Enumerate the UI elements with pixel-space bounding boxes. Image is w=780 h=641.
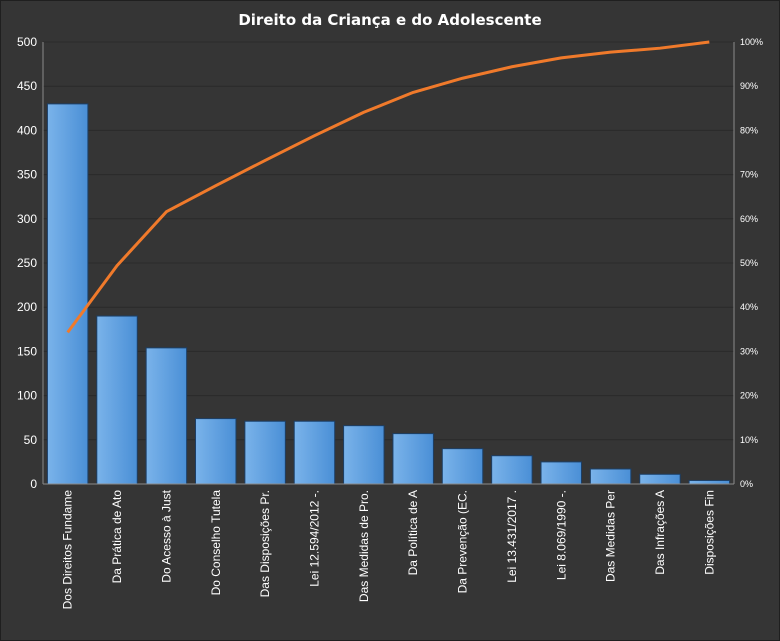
y-tick-label: 50 — [24, 433, 38, 447]
y-tick-label: 500 — [17, 35, 37, 49]
y2-tick-label: 30% — [740, 346, 758, 356]
bar — [639, 473, 681, 485]
y2-tick-label: 20% — [740, 391, 758, 401]
y2-tick-label: 70% — [740, 170, 758, 180]
y2-tick-label: 90% — [740, 81, 758, 91]
x-tick-label: Da Prevenção (EC. — [456, 490, 470, 593]
y2-tick-label: 80% — [740, 125, 758, 135]
chart-title: Direito da Criança e do Adolescente — [238, 11, 541, 29]
y2-tick-label: 100% — [740, 37, 763, 47]
y-tick-label: 150 — [17, 344, 37, 358]
bar — [392, 433, 434, 485]
cumulative-percent-line — [66, 40, 710, 334]
y-tick-label: 0 — [30, 477, 37, 491]
y-tick-label: 100 — [17, 389, 37, 403]
bar — [46, 103, 89, 485]
y2-tick-label: 60% — [740, 214, 758, 224]
x-tick-label: Das Disposições Pr. — [258, 490, 272, 597]
x-tick-label: Da Política de A — [406, 490, 420, 575]
y-tick-label: 250 — [17, 256, 37, 270]
x-tick-label: Do Acesso à Just — [159, 489, 173, 582]
x-tick-label: Do Conselho Tutela — [209, 490, 223, 596]
bar — [343, 425, 385, 485]
y-axis-ticks: 0 50 100 150 200 250 300 350 400 450 500 — [17, 35, 37, 491]
axes — [42, 42, 735, 485]
x-tick-label: Disposições Fin — [702, 490, 716, 575]
y-tick-label: 400 — [17, 123, 37, 137]
bar — [145, 347, 188, 485]
y-tick-label: 450 — [17, 79, 37, 93]
bar — [441, 448, 484, 485]
bar — [195, 418, 237, 485]
bar — [688, 479, 731, 485]
y2-tick-label: 0% — [740, 479, 753, 489]
x-tick-label: Das Medidas Per — [604, 490, 618, 582]
x-tick-label: Das Medidas de Pro. — [357, 490, 371, 602]
bar — [244, 420, 286, 485]
bar — [96, 315, 138, 485]
y-tick-label: 200 — [17, 300, 37, 314]
x-tick-label: Lei 13.431/2017 . — [505, 490, 519, 583]
cumulative-line — [66, 40, 710, 334]
y-tick-label: 350 — [17, 168, 37, 182]
bar — [589, 468, 632, 485]
bar — [293, 420, 336, 485]
y2-tick-label: 10% — [740, 435, 758, 445]
x-tick-label: Lei 8.069/1990 -. — [554, 490, 568, 580]
x-axis-ticks: Dos Direitos Fundame Da Prática de Ato Do … — [61, 489, 717, 609]
bars — [46, 103, 731, 485]
y2-tick-label: 50% — [740, 258, 758, 268]
y2-axis-ticks: 0% 10% 20% 30% 40% 50% 60% 70% 80% 90% 100% — [740, 37, 763, 489]
x-tick-label: Das Infrações A — [653, 490, 667, 575]
bar — [491, 455, 533, 485]
x-tick-label: Dos Direitos Fundame — [61, 490, 75, 610]
x-tick-label: Lei 12.594/2012 -. — [307, 490, 321, 587]
bar — [540, 461, 582, 485]
y-tick-label: 300 — [17, 212, 37, 226]
x-tick-label: Da Prática de Ato — [110, 490, 124, 584]
y2-tick-label: 40% — [740, 302, 758, 312]
